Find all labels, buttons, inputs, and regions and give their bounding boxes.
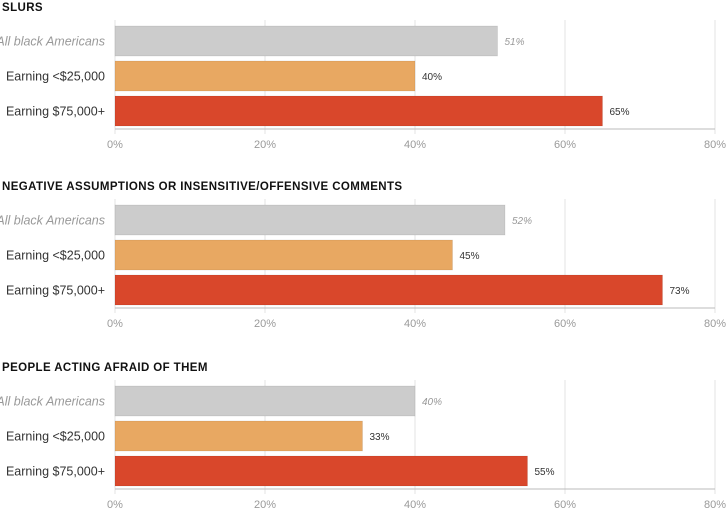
x-tick-label: 20% bbox=[254, 318, 276, 330]
bar-earning-75000-plus bbox=[114, 274, 663, 306]
category-label: Earning $75,000+ bbox=[6, 465, 105, 479]
data-label: 33% bbox=[370, 432, 390, 443]
category-label: Earning $75,000+ bbox=[6, 105, 105, 119]
category-label: Earning <$25,000 bbox=[6, 430, 105, 444]
data-label: 51% bbox=[505, 37, 525, 48]
bar-earning-75000-plus bbox=[114, 95, 603, 127]
data-label: 52% bbox=[512, 216, 532, 227]
bar-chart-people-afraid: 0% 20% 40% 60% 80% All black Americans 40% Earn… bbox=[0, 380, 726, 511]
x-tick-label: 80% bbox=[704, 139, 726, 151]
x-tick-label: 40% bbox=[404, 318, 426, 330]
data-label: 40% bbox=[422, 72, 442, 83]
category-label: All black Americans bbox=[0, 214, 105, 228]
bar-all-black-americans bbox=[114, 25, 498, 57]
panel-title: PEOPLE ACTING AFRAID OF THEM bbox=[2, 362, 208, 374]
data-label: 65% bbox=[610, 107, 630, 118]
x-tick-label: 40% bbox=[404, 499, 426, 511]
x-tick-label: 60% bbox=[554, 318, 576, 330]
data-label: 73% bbox=[670, 286, 690, 297]
x-tick-label: 60% bbox=[554, 139, 576, 151]
x-tick-label: 20% bbox=[254, 139, 276, 151]
bar-chart-negative-assumptions: 0% 20% 40% 60% 80% All black Americans 52% Earn… bbox=[0, 199, 726, 330]
category-label: All black Americans bbox=[0, 35, 105, 49]
bar-earning-under-25000 bbox=[114, 239, 453, 271]
bar-earning-75000-plus bbox=[114, 455, 528, 487]
category-label: All black Americans bbox=[0, 395, 105, 409]
data-label: 45% bbox=[460, 251, 480, 262]
data-label: 40% bbox=[422, 397, 442, 408]
category-label: Earning $75,000+ bbox=[6, 284, 105, 298]
x-tick-label: 80% bbox=[704, 318, 726, 330]
panel-title: NEGATIVE ASSUMPTIONS OR INSENSITIVE/OFFE… bbox=[2, 181, 403, 193]
x-tick-label: 40% bbox=[404, 139, 426, 151]
x-tick-label: 0% bbox=[107, 318, 123, 330]
bar-chart-slurs: 0% 20% 40% 60% 80% All black Americans 51% Earn… bbox=[0, 20, 726, 151]
bar-earning-under-25000 bbox=[114, 60, 416, 92]
x-tick-label: 60% bbox=[554, 499, 576, 511]
x-tick-label: 0% bbox=[107, 139, 123, 151]
x-tick-label: 0% bbox=[107, 499, 123, 511]
x-tick-label: 20% bbox=[254, 499, 276, 511]
bar-all-black-americans bbox=[114, 385, 416, 417]
panel-title: SLURS bbox=[2, 2, 43, 14]
data-label: 55% bbox=[535, 467, 555, 478]
bar-all-black-americans bbox=[114, 204, 506, 236]
category-label: Earning <$25,000 bbox=[6, 70, 105, 84]
bar-earning-under-25000 bbox=[114, 420, 363, 452]
category-label: Earning <$25,000 bbox=[6, 249, 105, 263]
x-tick-label: 80% bbox=[704, 499, 726, 511]
